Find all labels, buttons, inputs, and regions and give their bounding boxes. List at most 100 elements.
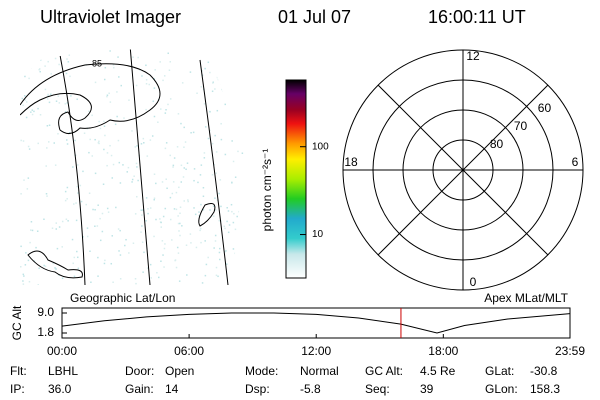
- speckle-dot: [162, 215, 165, 218]
- speckle-dot: [72, 166, 74, 168]
- speckle-dot: [37, 284, 40, 285]
- speckle-dot: [109, 50, 111, 52]
- speckle-dot: [153, 78, 155, 80]
- speckle-dot: [37, 107, 39, 110]
- speckle-dot: [86, 227, 89, 229]
- speckle-dot: [82, 236, 84, 238]
- speckle-dot: [99, 127, 102, 130]
- speckle-dot: [38, 68, 40, 71]
- speckle-dot: [161, 181, 164, 183]
- speckle-dot: [202, 186, 205, 189]
- speckle-dot: [98, 140, 100, 143]
- speckle-dot: [36, 230, 39, 232]
- speckle-dot: [106, 207, 109, 210]
- speckle-dot: [223, 57, 226, 60]
- map: [20, 45, 245, 285]
- speckle-dot: [169, 196, 172, 199]
- speckle-dot: [104, 259, 106, 262]
- speckle-dot: [88, 110, 90, 113]
- speckle-dot: [44, 65, 46, 67]
- speckle-dot: [222, 86, 224, 89]
- speckle-dot: [237, 257, 240, 260]
- polar-spoke: [377, 84, 549, 256]
- speckle-dot: [153, 115, 156, 118]
- speckle-dot: [30, 221, 33, 223]
- speckle-dot: [53, 142, 56, 144]
- speckle-dot: [66, 186, 69, 189]
- y-tick-label: 9.0: [37, 305, 54, 319]
- y-tick-label: 1.8: [37, 325, 54, 339]
- speckle-dot: [149, 139, 152, 141]
- speckle-dot: [75, 202, 77, 204]
- speckle-dot: [164, 112, 167, 114]
- speckle-dot: [142, 209, 144, 211]
- speckle-dot: [23, 275, 25, 277]
- speckle-dot: [109, 144, 111, 147]
- speckle-dot: [27, 259, 30, 262]
- meridian: [129, 49, 151, 285]
- speckle-dot: [101, 212, 104, 215]
- speckle-dot: [213, 163, 216, 166]
- field-label: Gain:: [125, 382, 154, 396]
- speckle-dot: [178, 280, 181, 282]
- speckle-dot: [227, 45, 229, 47]
- speckle-dot: [39, 114, 42, 116]
- speckle-dot: [145, 108, 147, 111]
- speckle-dot: [103, 125, 106, 127]
- speckle-dot: [224, 227, 226, 230]
- speckle-dot: [31, 109, 34, 111]
- speckle-dot: [224, 58, 227, 60]
- speckle-dot: [27, 145, 30, 148]
- speckle-dot: [51, 227, 54, 229]
- speckle-dot: [79, 184, 82, 187]
- speckle-dot: [159, 218, 161, 220]
- speckle-dot: [165, 109, 167, 111]
- speckle-dot: [182, 176, 185, 178]
- speckle-dot: [73, 256, 76, 259]
- speckle-dot: [30, 111, 32, 113]
- speckle-dot: [233, 212, 235, 215]
- speckle-dot: [201, 282, 204, 284]
- speckle-dot: [106, 94, 109, 96]
- speckle-dot: [218, 219, 221, 222]
- speckle-dot: [43, 264, 45, 267]
- speckle-dot: [231, 140, 233, 142]
- speckle-dot: [235, 51, 238, 53]
- speckle-dot: [180, 164, 183, 167]
- speckle-dot: [140, 231, 142, 233]
- speckle-dot: [115, 206, 117, 209]
- speckle-dot: [175, 208, 178, 211]
- speckle-dot: [199, 174, 202, 176]
- speckle-dot: [134, 146, 136, 148]
- speckle-dot: [169, 61, 172, 63]
- speckle-dot: [217, 78, 220, 81]
- speckle-dot: [177, 113, 180, 115]
- speckle-dot: [219, 247, 221, 250]
- speckle-dot: [57, 132, 59, 135]
- polar-lat-label: 60: [538, 101, 552, 115]
- speckle-dot: [217, 72, 219, 75]
- speckle-dot: [132, 242, 135, 245]
- speckle-dot: [24, 264, 27, 266]
- speckle-dot: [149, 263, 152, 266]
- speckle-dot: [128, 252, 130, 254]
- field-value: Open: [165, 364, 194, 378]
- speckle-dot: [82, 170, 84, 173]
- speckle-dot: [103, 262, 106, 265]
- speckle-dot: [25, 116, 28, 119]
- speckle-dot: [173, 208, 176, 210]
- speckle-dot: [112, 163, 115, 166]
- speckle-dot: [216, 199, 219, 202]
- speckle-dot: [234, 252, 236, 255]
- speckle-dot: [177, 222, 180, 225]
- speckle-dot: [74, 139, 76, 142]
- coastline: [20, 63, 161, 134]
- speckle-dot: [227, 231, 230, 234]
- speckle-dot: [204, 67, 206, 70]
- meridian: [59, 54, 86, 285]
- polar-lat-label: 80: [490, 137, 504, 151]
- speckle-dot: [196, 92, 198, 94]
- speckle-dot: [241, 188, 244, 190]
- speckle-dot: [106, 152, 109, 154]
- speckle-dot: [187, 199, 189, 201]
